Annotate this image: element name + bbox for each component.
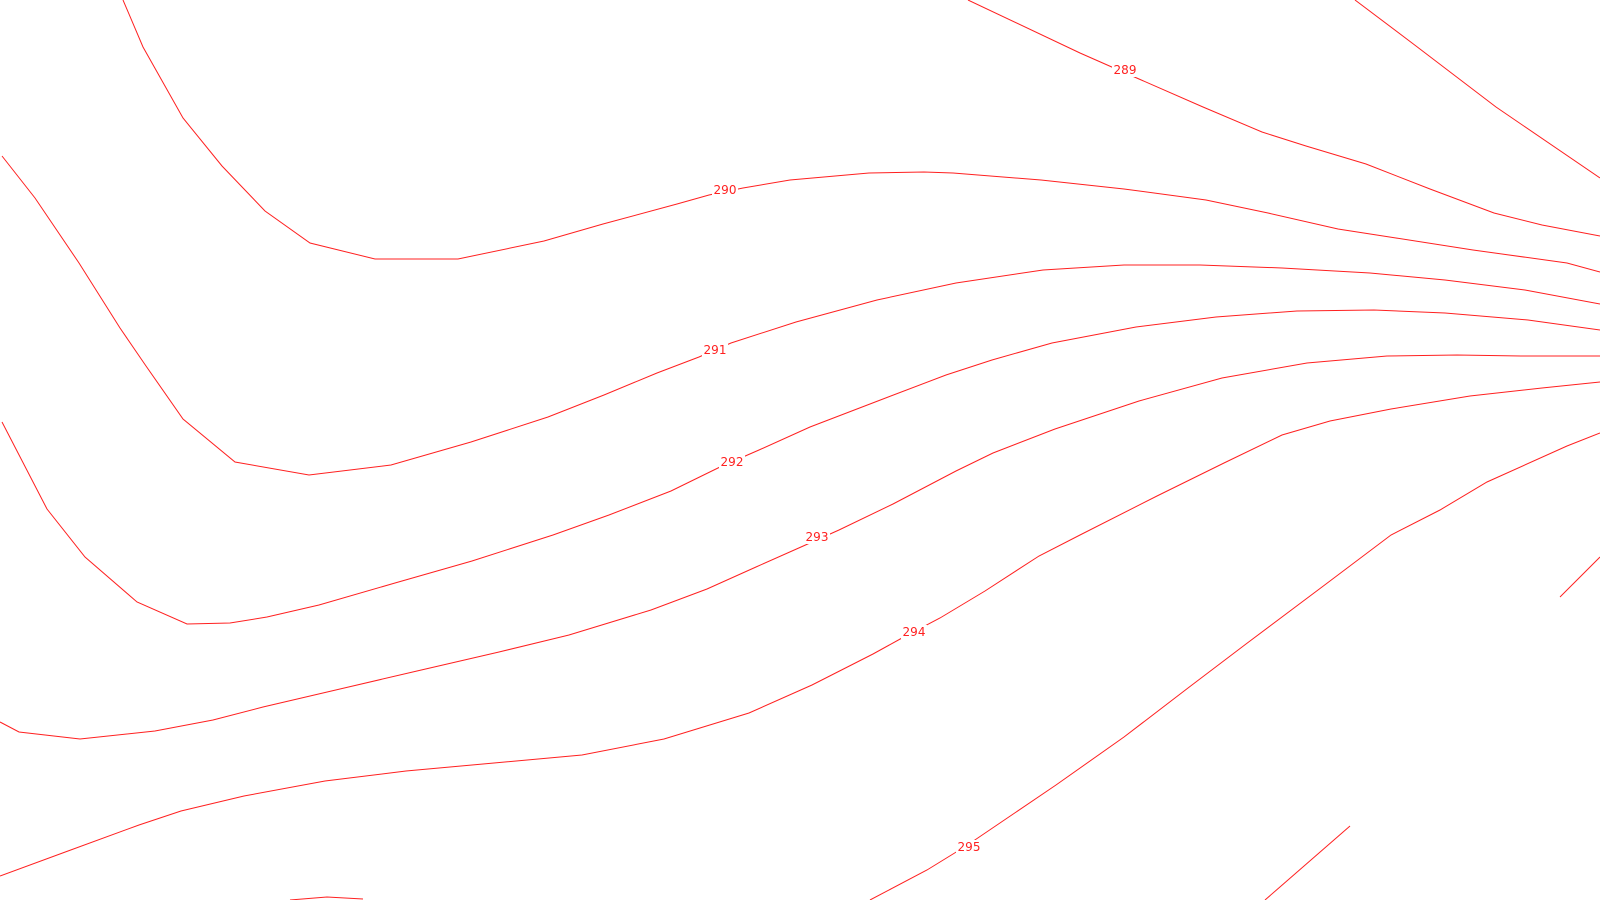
- contour-label-bg-295: [956, 840, 982, 854]
- contour-label-bg-293: [804, 530, 830, 544]
- contour-line-290: [122, 0, 1600, 273]
- contour-line-294: [0, 381, 1600, 877]
- contour-label-bg-290: [712, 184, 738, 198]
- contour-label-bg-289: [1112, 63, 1138, 77]
- contour-line-293: [0, 354, 1600, 740]
- contour-line-fragment-bottom-right: [1264, 825, 1351, 900]
- contour-label-295: 295: [958, 840, 981, 854]
- contour-label-293: 293: [806, 530, 829, 544]
- contour-label-290: 290: [714, 183, 737, 197]
- contour-label-bg-291: [702, 343, 728, 357]
- contour-line-fragment-bottom-left: [289, 896, 364, 900]
- contour-label-294: 294: [903, 625, 926, 639]
- contour-label-291: 291: [704, 343, 727, 357]
- contour-line-288-fragment: [1354, 0, 1600, 179]
- contour-label-289: 289: [1114, 63, 1137, 77]
- contour-label-292: 292: [721, 455, 744, 469]
- contour-line-291: [1, 155, 1600, 476]
- contour-label-bg-294: [901, 625, 927, 639]
- contour-line-fragment-right: [1559, 556, 1600, 598]
- contour-label-bg-292: [719, 455, 745, 469]
